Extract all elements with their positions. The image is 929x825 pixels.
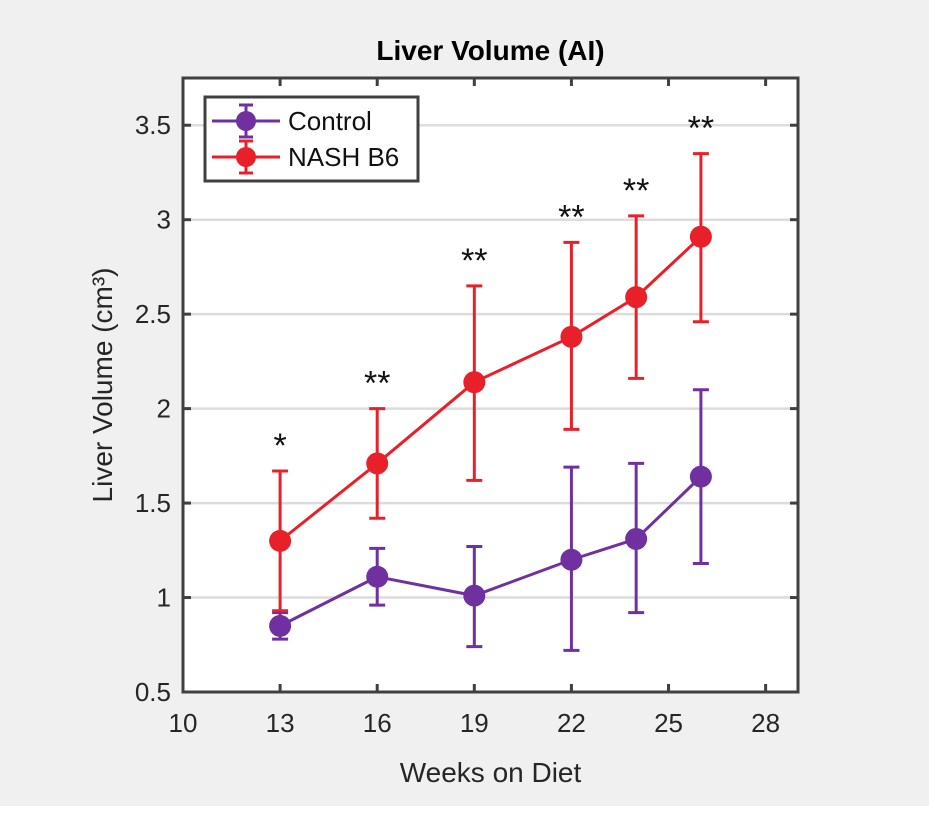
significance-marker: **	[461, 242, 487, 280]
legend: Control NASH B6	[203, 95, 420, 183]
significance-marker: **	[558, 198, 584, 236]
data-point	[560, 548, 583, 571]
series-line	[279, 235, 702, 543]
x-tick-label: 13	[266, 708, 295, 738]
data-point	[689, 225, 712, 248]
significance-marker: **	[364, 365, 390, 403]
data-point	[625, 286, 648, 309]
data-point	[366, 565, 389, 588]
data-point	[366, 452, 389, 475]
y-tick-label: 1	[157, 583, 171, 613]
data-point	[269, 529, 292, 552]
x-tick-label: 25	[654, 708, 683, 738]
y-tick-label: 2	[157, 394, 171, 424]
data-point	[463, 584, 486, 607]
data-point	[560, 325, 583, 348]
y-tick-label: 3.5	[135, 110, 171, 140]
significance-marker: **	[623, 172, 649, 210]
y-tick-label: 3	[157, 205, 171, 235]
data-point	[269, 614, 292, 637]
significance-marker: *	[273, 427, 286, 465]
significance-marker: **	[688, 110, 714, 148]
legend-label: Control	[288, 106, 372, 136]
y-tick-label: 2.5	[135, 299, 171, 329]
x-tick-label: 16	[363, 708, 392, 738]
series-control	[269, 388, 712, 652]
x-tick-label: 22	[557, 708, 586, 738]
x-tick-label: 19	[460, 708, 489, 738]
legend-marker	[236, 147, 256, 167]
x-axis-label: Weeks on Diet	[400, 757, 582, 788]
data-point	[625, 527, 648, 550]
y-tick-label: 1.5	[135, 488, 171, 518]
data-point	[463, 371, 486, 394]
legend-marker	[236, 111, 256, 131]
plot-frame	[181, 76, 800, 694]
legend-label: NASH B6	[288, 142, 399, 172]
y-tick-label: 0.5	[135, 677, 171, 707]
data-point	[689, 465, 712, 488]
y-axis-label: Liver Volume (cm³)	[87, 268, 118, 503]
x-tick-label: 28	[751, 708, 780, 738]
x-tick-label: 10	[169, 708, 198, 738]
series-line	[279, 475, 702, 628]
legend-box	[203, 95, 420, 183]
series-nash-b6	[269, 152, 712, 613]
chart-title: Liver Volume (AI)	[376, 35, 604, 66]
